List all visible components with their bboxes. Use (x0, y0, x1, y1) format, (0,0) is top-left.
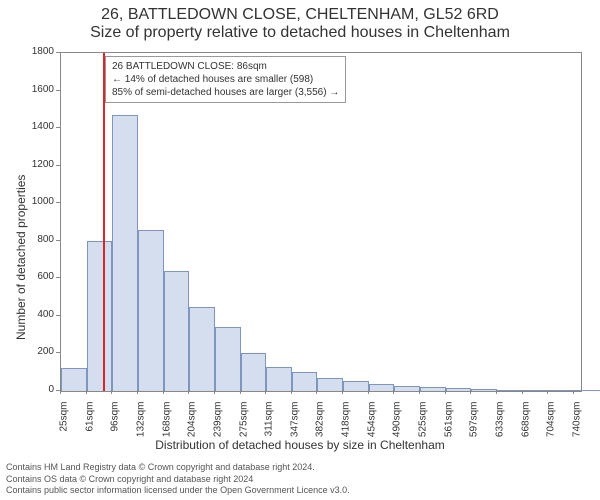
y-tick-mark (56, 352, 60, 353)
histogram-bar (241, 353, 267, 391)
histogram-bar (317, 378, 343, 391)
chart-title-line1: 26, BATTLEDOWN CLOSE, CHELTENHAM, GL52 6… (0, 6, 600, 24)
y-tick-mark (56, 315, 60, 316)
histogram-bar (215, 327, 241, 391)
y-tick-mark (56, 52, 60, 53)
x-tick-label: 704sqm (546, 402, 557, 446)
y-tick-mark (56, 127, 60, 128)
x-tick-mark (496, 390, 497, 394)
x-tick-label: 525sqm (418, 402, 429, 446)
x-tick-label: 740sqm (571, 402, 582, 446)
x-tick-label: 96sqm (110, 402, 121, 446)
y-tick-mark (56, 202, 60, 203)
x-tick-label: 561sqm (443, 402, 454, 446)
y-tick-mark (56, 165, 60, 166)
histogram-bar (394, 386, 420, 391)
x-tick-label: 132sqm (135, 402, 146, 446)
histogram-bar (138, 230, 164, 391)
x-tick-label: 454sqm (366, 402, 377, 446)
histogram-bar (523, 390, 549, 391)
histogram-bar (369, 384, 395, 392)
chart-container: 26, BATTLEDOWN CLOSE, CHELTENHAM, GL52 6… (0, 0, 600, 500)
plot-area (60, 52, 582, 392)
x-tick-mark (547, 390, 548, 394)
x-tick-mark (316, 390, 317, 394)
x-tick-label: 61sqm (84, 402, 95, 446)
x-tick-label: 25sqm (59, 402, 70, 446)
y-tick-label: 1200 (18, 159, 54, 170)
histogram-bar (548, 390, 574, 391)
x-tick-mark (470, 390, 471, 394)
x-tick-label: 168sqm (161, 402, 172, 446)
x-tick-mark (86, 390, 87, 394)
title-line1-text: 26, BATTLEDOWN CLOSE, CHELTENHAM, GL52 6… (101, 6, 499, 23)
y-tick-mark (56, 240, 60, 241)
footer-attribution: Contains HM Land Registry data © Crown c… (6, 462, 350, 496)
y-tick-label: 0 (18, 384, 54, 395)
y-tick-label: 1800 (18, 46, 54, 57)
annotation-line2: ← 14% of detached houses are smaller (59… (112, 73, 339, 86)
x-tick-mark (265, 390, 266, 394)
y-tick-mark (56, 90, 60, 91)
y-tick-label: 1600 (18, 84, 54, 95)
x-tick-mark (342, 390, 343, 394)
histogram-bar (471, 389, 497, 391)
x-tick-label: 382sqm (315, 402, 326, 446)
title-line2-text: Size of property relative to detached ho… (90, 24, 510, 41)
x-tick-mark (214, 390, 215, 394)
x-tick-mark (393, 390, 394, 394)
chart-title-line2: Size of property relative to detached ho… (0, 24, 600, 42)
histogram-bar (343, 381, 369, 391)
x-tick-label: 347sqm (289, 402, 300, 446)
y-tick-mark (56, 277, 60, 278)
histogram-bar (87, 241, 113, 391)
y-tick-label: 1000 (18, 196, 54, 207)
x-tick-label: 311sqm (264, 402, 275, 446)
annotation-line1: 26 BATTLEDOWN CLOSE: 86sqm (112, 60, 339, 73)
histogram-bar (61, 368, 87, 391)
x-tick-mark (419, 390, 420, 394)
histogram-bar (189, 307, 215, 392)
histogram-bar (420, 387, 446, 391)
histogram-bar (292, 372, 318, 391)
histogram-bar (164, 271, 190, 391)
x-tick-mark (445, 390, 446, 394)
x-tick-label: 668sqm (520, 402, 531, 446)
footer-line3: Contains public sector information licen… (6, 485, 350, 496)
footer-line2: Contains OS data © Crown copyright and d… (6, 474, 350, 485)
footer-line1: Contains HM Land Registry data © Crown c… (6, 462, 350, 473)
x-tick-label: 239sqm (212, 402, 223, 446)
annotation-line3: 85% of semi-detached houses are larger (… (112, 86, 339, 99)
x-tick-mark (368, 390, 369, 394)
x-tick-mark (163, 390, 164, 394)
x-tick-mark (240, 390, 241, 394)
y-tick-label: 600 (18, 271, 54, 282)
x-tick-mark (188, 390, 189, 394)
x-tick-mark (522, 390, 523, 394)
y-tick-label: 200 (18, 346, 54, 357)
histogram-bar (574, 390, 600, 391)
histogram-bar (446, 388, 472, 391)
x-tick-label: 633sqm (494, 402, 505, 446)
x-tick-label: 204sqm (187, 402, 198, 446)
histogram-bar (497, 390, 523, 392)
x-tick-mark (291, 390, 292, 394)
x-tick-mark (111, 390, 112, 394)
y-tick-label: 800 (18, 234, 54, 245)
x-tick-label: 418sqm (341, 402, 352, 446)
x-tick-mark (60, 390, 61, 394)
x-tick-mark (137, 390, 138, 394)
x-tick-label: 275sqm (238, 402, 249, 446)
y-tick-label: 400 (18, 309, 54, 320)
histogram-bar (112, 115, 138, 391)
x-tick-mark (573, 390, 574, 394)
x-tick-label: 490sqm (392, 402, 403, 446)
annotation-box: 26 BATTLEDOWN CLOSE: 86sqm← 14% of detac… (105, 56, 346, 103)
highlight-line (103, 53, 105, 391)
histogram-bar (266, 367, 292, 391)
y-tick-label: 1400 (18, 121, 54, 132)
x-tick-label: 597sqm (469, 402, 480, 446)
